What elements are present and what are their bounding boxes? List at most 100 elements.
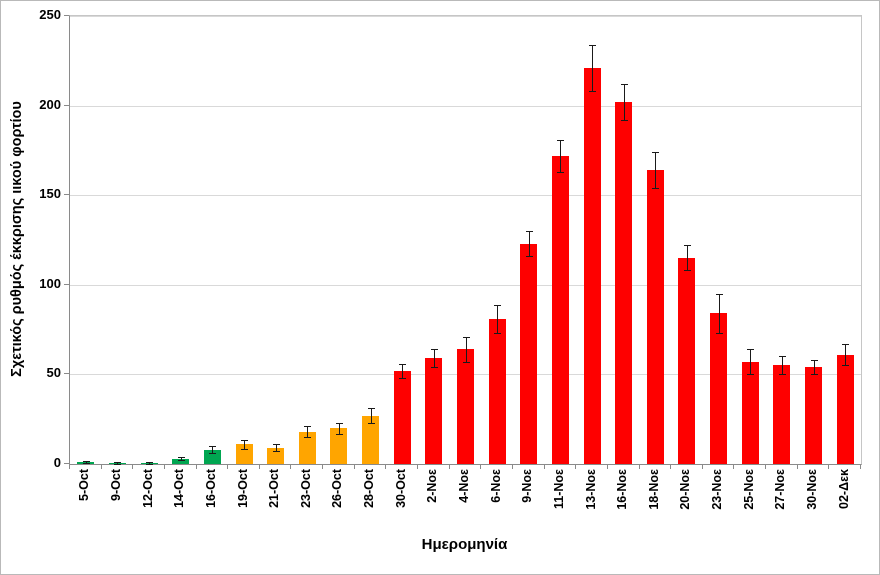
error-bar [560, 139, 562, 172]
x-tick [417, 464, 419, 469]
error-bar [307, 426, 309, 438]
x-tick-label: 2-Νοε [425, 469, 440, 503]
error-bar-cap [209, 453, 217, 455]
error-bar-cap [399, 363, 407, 365]
error-bar-cap [82, 463, 90, 465]
bar-4-νοε [457, 349, 474, 464]
error-bar-cap [146, 463, 154, 465]
error-bar [686, 245, 688, 271]
x-tick-label: 9-Νοε [520, 469, 535, 503]
bar-26-oct [330, 428, 348, 464]
error-bar-cap [525, 256, 533, 258]
error-bar-cap [241, 439, 249, 441]
x-tick [670, 464, 672, 469]
error-bar-cap [557, 171, 565, 173]
error-bar [433, 349, 435, 368]
y-tick [64, 283, 69, 285]
x-tick-label: 11-Νοε [551, 469, 566, 509]
error-bar-cap [304, 426, 312, 428]
gridline [70, 16, 861, 17]
x-tick [733, 464, 735, 469]
error-bar [212, 446, 214, 454]
x-tick [575, 464, 577, 469]
error-bar-cap [715, 333, 723, 335]
error-bar [275, 444, 277, 452]
error-bar-cap [842, 365, 850, 367]
x-tick-label: 26-Oct [330, 469, 345, 508]
bar-19-oct [235, 444, 253, 464]
x-tick [195, 464, 197, 469]
bar-21-oct [267, 447, 285, 464]
y-tick-label: 50 [46, 365, 61, 381]
error-bar [750, 349, 752, 375]
x-tick [385, 464, 387, 469]
error-bar-cap [430, 367, 438, 369]
error-bar [813, 360, 815, 375]
x-tick-label: 25-Νοε [741, 469, 756, 510]
error-bar-cap [810, 360, 818, 362]
y-tick [64, 104, 69, 106]
x-tick-label: 30-Νοε [805, 469, 820, 510]
y-tick-label: 200 [39, 96, 61, 112]
y-tick-label: 250 [39, 7, 61, 22]
error-bar-cap [367, 408, 375, 410]
error-bar [465, 336, 467, 362]
bar-23-oct [298, 431, 316, 464]
error-bar-cap [747, 374, 755, 376]
error-bar [781, 356, 783, 375]
error-bar-cap [272, 451, 280, 453]
error-bar-cap [778, 356, 786, 358]
x-tick [132, 464, 134, 469]
y-tick [64, 194, 69, 196]
x-tick-label: 6-Νοε [488, 469, 503, 503]
x-tick [69, 464, 70, 469]
plot-area [69, 15, 862, 465]
x-tick-label: 9-Oct [108, 469, 123, 501]
x-tick-label: 5-Oct [77, 469, 92, 501]
error-bar-cap [620, 119, 628, 121]
error-bar [370, 408, 372, 423]
x-tick-label: 13-Νοε [583, 469, 598, 510]
error-bar-cap [683, 245, 691, 247]
error-bar-cap [620, 84, 628, 86]
x-tick-label: 23-Oct [298, 469, 313, 508]
x-tick-label: 23-Νοε [710, 469, 725, 510]
error-bar [85, 460, 87, 464]
gridline [70, 284, 861, 286]
error-bar [592, 44, 594, 92]
error-bar-cap [494, 333, 502, 335]
bar-30-νοε [805, 367, 823, 464]
bar-25-νοε [741, 361, 759, 464]
error-bar-cap [335, 422, 343, 424]
bar-16-oct [203, 449, 221, 464]
y-tick-label: 0 [53, 455, 61, 470]
error-bar-cap [146, 462, 154, 464]
error-bar [623, 84, 625, 120]
x-tick-label: 20-Νοε [678, 469, 693, 510]
error-bar-cap [715, 293, 723, 295]
error-bar [402, 363, 404, 378]
error-bar-cap [462, 361, 470, 363]
error-bar-cap [747, 349, 755, 351]
x-tick [828, 464, 830, 469]
y-tick [64, 463, 69, 464]
x-tick-label: 12-Oct [140, 469, 155, 508]
x-tick-label: 16-Oct [203, 469, 218, 508]
bar-02-δεκ [836, 354, 854, 464]
bar-6-νοε [488, 318, 506, 464]
y-tick [64, 15, 69, 16]
error-bar-cap [367, 422, 375, 424]
error-bar-cap [525, 231, 533, 233]
x-tick-label: 18-Νοε [646, 469, 661, 510]
x-tick [543, 464, 545, 469]
error-bar-cap [430, 349, 438, 351]
x-tick [511, 464, 513, 469]
error-bar-cap [209, 446, 217, 448]
x-tick [100, 464, 102, 469]
bar-11-νοε [551, 155, 569, 464]
error-bar-cap [589, 91, 597, 93]
error-bar-cap [778, 374, 786, 376]
bar-2-νοε [425, 358, 443, 464]
error-bar-cap [335, 433, 343, 435]
bar-30-oct [393, 370, 411, 464]
